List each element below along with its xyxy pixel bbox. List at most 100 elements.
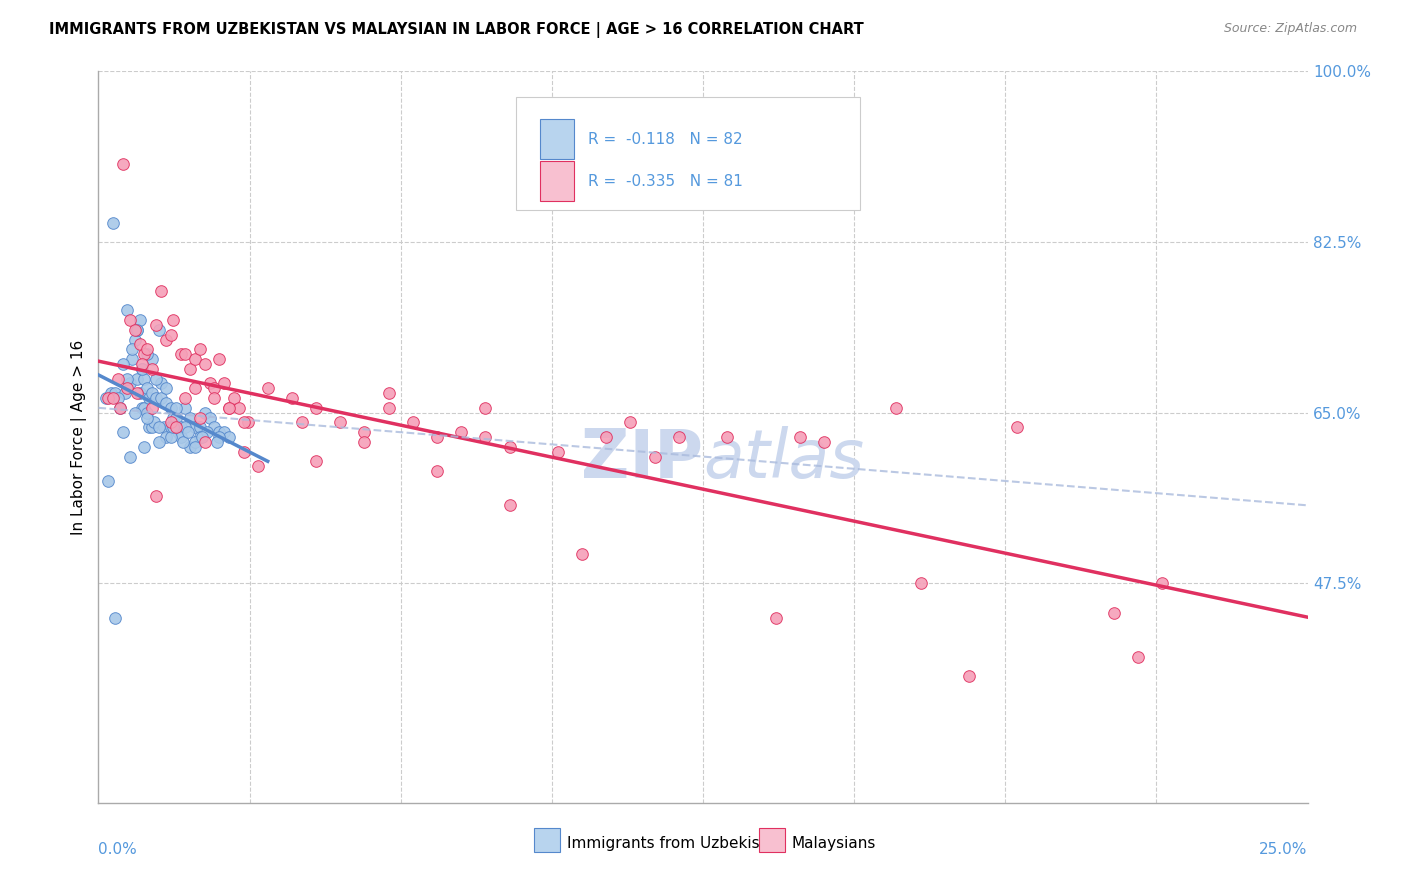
Point [169, 420, 191, 434]
Point [135, 410, 157, 425]
Point [108, 401, 131, 415]
Point [474, 430, 496, 444]
Point [910, 576, 932, 591]
Point [208, 352, 231, 367]
Point [104, 610, 127, 624]
Point [118, 376, 141, 391]
Point [101, 215, 124, 229]
Point [184, 352, 207, 367]
Point [121, 352, 143, 367]
Point [218, 401, 240, 415]
Point [789, 430, 811, 444]
Point [1152, 576, 1174, 591]
Point [107, 391, 129, 405]
Point [174, 401, 197, 415]
Text: R =  -0.118   N = 82: R = -0.118 N = 82 [588, 132, 742, 147]
Point [160, 430, 183, 444]
Point [127, 323, 149, 337]
Text: 25.0%: 25.0% [1260, 842, 1308, 856]
Point [165, 401, 187, 415]
Point [668, 430, 690, 444]
Point [204, 391, 226, 405]
Point [165, 420, 187, 434]
Point [208, 425, 231, 440]
Point [184, 434, 207, 449]
Point [188, 410, 211, 425]
Point [138, 391, 160, 405]
Point [160, 327, 183, 342]
Point [194, 434, 217, 449]
Point [169, 347, 191, 361]
Point [188, 430, 211, 444]
Point [127, 386, 149, 401]
Point [162, 313, 184, 327]
Point [128, 386, 150, 401]
Point [194, 406, 217, 420]
Point [155, 396, 177, 410]
Point [167, 425, 190, 440]
Point [141, 361, 163, 376]
Point [165, 410, 187, 425]
Point [212, 376, 235, 391]
Point [886, 401, 908, 415]
Point [184, 381, 207, 395]
Point [134, 401, 156, 415]
Point [135, 381, 157, 395]
Point [94, 391, 117, 405]
Point [402, 416, 425, 430]
Point [97, 474, 120, 488]
Point [138, 420, 160, 434]
Point [152, 420, 174, 434]
Point [145, 318, 167, 332]
Point [377, 401, 399, 415]
Point [143, 416, 166, 430]
Point [141, 386, 163, 401]
Point [571, 547, 593, 561]
Point [281, 391, 304, 405]
Point [134, 371, 156, 385]
Point [169, 430, 191, 444]
Point [111, 425, 134, 440]
Point [474, 401, 496, 415]
Point [135, 406, 157, 420]
Point [208, 430, 231, 444]
Point [204, 420, 226, 434]
Point [198, 410, 221, 425]
Point [174, 420, 197, 434]
Point [290, 416, 312, 430]
Point [174, 391, 197, 405]
Point [1007, 420, 1029, 434]
Point [127, 323, 149, 337]
Text: atlas: atlas [703, 426, 865, 492]
Point [108, 401, 131, 415]
Point [145, 489, 167, 503]
Point [191, 430, 214, 444]
FancyBboxPatch shape [516, 97, 860, 211]
Point [160, 420, 183, 434]
Point [155, 333, 177, 347]
Point [134, 440, 156, 454]
Point [131, 361, 153, 376]
Point [141, 420, 163, 434]
Point [174, 347, 197, 361]
Point [619, 416, 641, 430]
Point [117, 371, 139, 385]
Point [111, 157, 134, 171]
Point [426, 430, 449, 444]
Point [162, 410, 184, 425]
Point [222, 391, 245, 405]
Point [716, 430, 738, 444]
Point [128, 337, 150, 351]
Point [145, 391, 167, 405]
Point [101, 391, 124, 405]
Point [232, 416, 254, 430]
Point [204, 381, 226, 395]
Point [150, 391, 173, 405]
Bar [540, 120, 574, 160]
Point [107, 371, 129, 385]
Point [205, 434, 228, 449]
Point [155, 430, 177, 444]
Point [188, 420, 211, 434]
Point [155, 381, 177, 395]
Point [141, 401, 163, 415]
